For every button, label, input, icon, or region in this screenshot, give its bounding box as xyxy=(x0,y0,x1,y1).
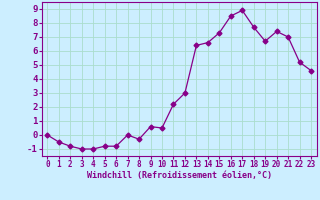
X-axis label: Windchill (Refroidissement éolien,°C): Windchill (Refroidissement éolien,°C) xyxy=(87,171,272,180)
